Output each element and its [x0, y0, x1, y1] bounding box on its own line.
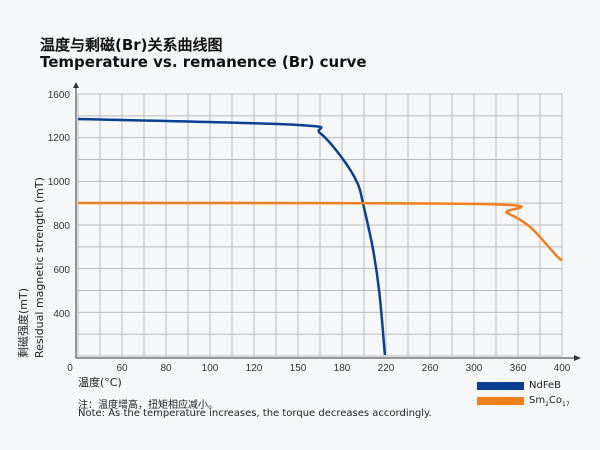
x-axis-arrow — [574, 355, 581, 361]
title-cn: 温度与剩磁(Br)关系曲线图 — [40, 36, 223, 54]
x-tick-label: 0 — [67, 363, 73, 374]
y-tick-label: 800 — [53, 221, 70, 232]
y-axis-label-en: Residual magnetic strength (mT) — [33, 177, 46, 358]
x-tick-label: 180 — [334, 363, 351, 374]
x-tick-label: 60 — [116, 363, 128, 374]
x-axis-label: 温度(°C) — [78, 376, 122, 389]
x-tick-label: 80 — [160, 363, 172, 374]
x-tick-label: 260 — [422, 363, 439, 374]
legend-label-smco: Sm2Co17 — [529, 395, 570, 408]
x-tick-label: 360 — [510, 363, 527, 374]
y-axis-label-cn: 剩磁强度(mT) — [16, 288, 30, 358]
y-tick-label: 400 — [53, 309, 70, 320]
legend-swatch-ndfeb — [477, 382, 524, 390]
y-tick-label: 1200 — [48, 133, 71, 144]
x-tick-label: 120 — [246, 363, 263, 374]
legend-swatch-smco — [477, 397, 524, 405]
y-tick-label: 600 — [53, 265, 70, 276]
legend-label-ndfeb: NdFeB — [529, 380, 562, 391]
x-tick-label: 150 — [290, 363, 307, 374]
x-tick-label: 100 — [202, 363, 219, 374]
title-en: Temperature vs. remanence (Br) curve — [40, 53, 367, 71]
note-cn: 注：温度增高，扭矩相应减小。 — [78, 400, 218, 411]
series-line-smco — [77, 201, 564, 262]
y-axis-arrow — [73, 82, 79, 88]
x-tick-label: 300 — [466, 363, 483, 374]
x-tick-label: 400 — [554, 363, 571, 374]
y-tick-label: 1600 — [48, 90, 71, 101]
note-en: Note: As the temperature increases, the … — [78, 408, 432, 419]
series-line-ndfeb — [77, 117, 387, 356]
y-tick-label: 1000 — [48, 177, 71, 188]
x-tick-label: 220 — [378, 363, 395, 374]
